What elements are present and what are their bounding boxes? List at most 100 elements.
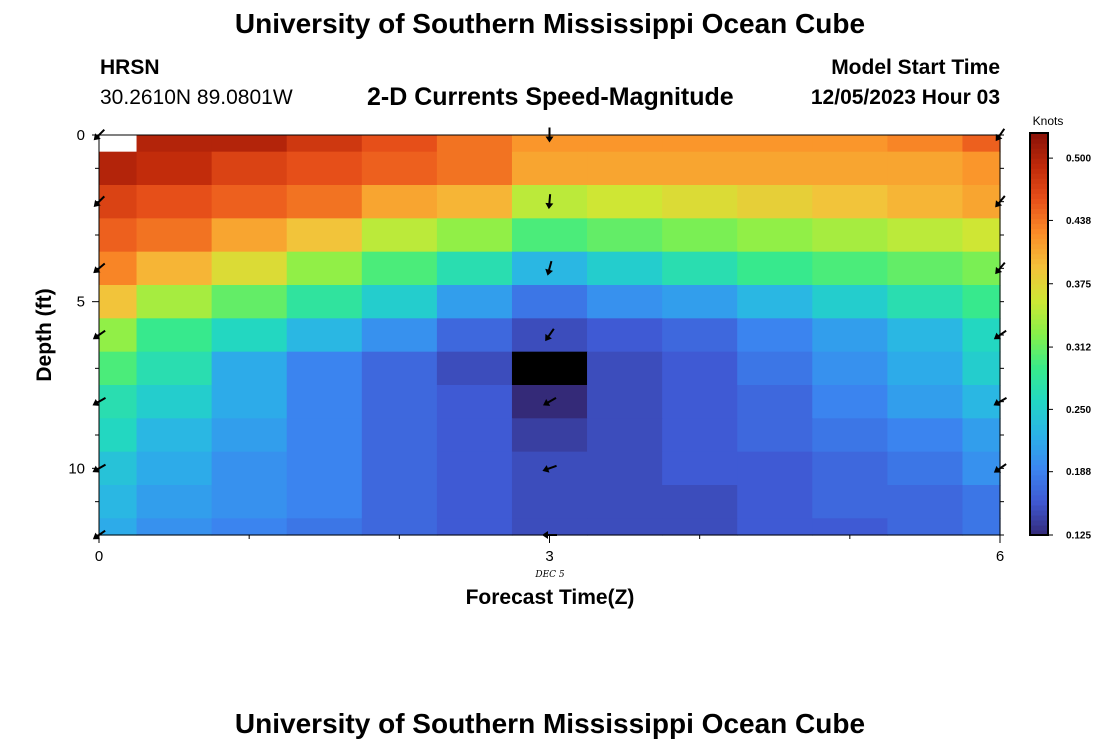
heatmap-cell [99, 518, 138, 536]
colorbar-segment [1030, 344, 1048, 350]
colorbar-segment [1030, 258, 1048, 265]
heatmap-cell [962, 135, 1001, 153]
colorbar-segment [1030, 359, 1048, 365]
heatmap-cell [99, 451, 138, 486]
y-tick-label: 0 [77, 127, 85, 144]
arrow-head [993, 398, 1001, 406]
heatmap-cell [812, 451, 888, 486]
heatmap-cell [887, 218, 964, 253]
heatmap-cell [962, 251, 1001, 286]
heatmap-cell [436, 218, 513, 253]
colorbar-tick-label: 0.188 [1066, 467, 1091, 478]
arrow-head [545, 202, 554, 210]
colorbar-segment [1030, 273, 1048, 280]
colorbar-segment [1030, 233, 1048, 240]
arrow-head [92, 398, 100, 406]
arrow-head [543, 398, 551, 406]
heatmap-cell [211, 218, 288, 253]
colorbar-tick-label: 0.438 [1066, 216, 1091, 227]
heatmap-cell [587, 418, 663, 453]
heatmap-cell [737, 251, 813, 286]
heatmap-cell [962, 318, 1001, 353]
colorbar-segment [1030, 278, 1048, 285]
heatmap-cell [962, 518, 1001, 536]
colorbar-segment [1030, 479, 1048, 486]
heatmap-cell [211, 151, 288, 186]
colorbar-segment [1030, 228, 1048, 235]
heatmap-cell [361, 151, 438, 186]
colorbar-segment [1030, 183, 1048, 189]
arrow-head [545, 136, 554, 143]
colorbar-segment [1030, 499, 1048, 506]
colorbar-segment [1030, 283, 1048, 290]
heatmap-cell [211, 418, 288, 453]
heatmap-cell [812, 518, 888, 536]
colorbar-tick-label: 0.312 [1066, 343, 1091, 354]
colorbar-segment [1030, 454, 1048, 461]
arrow-head [993, 332, 1002, 340]
heatmap-cell [436, 385, 513, 419]
heatmap-cell [962, 351, 1001, 386]
heatmap-cell [99, 485, 138, 519]
heatmap-cell [136, 185, 213, 219]
heatmap-cell [587, 351, 663, 386]
heatmap-cell [286, 151, 363, 186]
colorbar-segment [1030, 474, 1048, 481]
heatmap-cell [511, 135, 588, 153]
colorbar-segment [1030, 248, 1048, 255]
heatmap-cell [737, 151, 813, 186]
heatmap-cell [436, 318, 513, 353]
colorbar-segment [1030, 519, 1048, 526]
heatmap-cell [361, 185, 438, 219]
heatmap-cell [962, 151, 1001, 186]
heatmap-cell [662, 218, 738, 253]
heatmap-cell [286, 418, 363, 453]
colorbar-segment [1030, 434, 1048, 441]
colorbar-segment [1030, 208, 1048, 215]
heatmap-cell [286, 385, 363, 419]
heatmap-cell [211, 285, 288, 319]
colorbar-tick-label: 0.250 [1066, 405, 1091, 416]
colorbar-segment [1030, 509, 1048, 516]
heatmap-cell [286, 185, 363, 219]
heatmap-cell [737, 451, 813, 486]
heatmap-cell [361, 451, 438, 486]
x-tick-label: 3 [545, 548, 553, 565]
heatmap-cell [286, 285, 363, 319]
heatmap-cell [99, 385, 138, 419]
heatmap-cell [962, 418, 1001, 453]
heatmap-cell [662, 151, 738, 186]
colorbar-segment [1030, 148, 1048, 154]
colorbar-segment [1030, 323, 1048, 330]
current-arrow-icon [92, 463, 106, 473]
arrow-head [542, 465, 550, 473]
heatmap-cell [436, 451, 513, 486]
current-arrow-icon [545, 328, 555, 342]
current-arrow-icon [545, 127, 554, 143]
colorbar-segment [1030, 303, 1048, 310]
colorbar-segment [1030, 168, 1048, 174]
colorbar-segment [1030, 384, 1048, 390]
colorbar-segment [1030, 158, 1048, 164]
colorbar-segment [1030, 318, 1048, 325]
x-tick-label: 6 [996, 548, 1004, 565]
current-arrow-icon [92, 397, 106, 406]
colorbar-segment [1030, 238, 1048, 245]
heatmap-cell [436, 418, 513, 453]
heatmap-cell [962, 385, 1001, 419]
current-arrow-icon [993, 463, 1007, 473]
heatmap-cell [211, 318, 288, 353]
heatmap-cell [737, 418, 813, 453]
heatmap-cell [737, 485, 813, 519]
model-start-time: 12/05/2023 Hour 03 [810, 86, 1000, 109]
colorbar-segment [1030, 339, 1048, 345]
heatmap-cell [136, 385, 213, 419]
heatmap-cell [962, 485, 1001, 519]
x-axis-label: Forecast Time(Z) [466, 586, 635, 609]
heatmap-cell [286, 135, 363, 153]
heatmap-cell [962, 185, 1001, 219]
heatmap-cell [436, 518, 513, 536]
heatmap-cell [99, 185, 138, 219]
colorbar-segment [1030, 379, 1048, 385]
heatmap-cell [587, 135, 663, 153]
